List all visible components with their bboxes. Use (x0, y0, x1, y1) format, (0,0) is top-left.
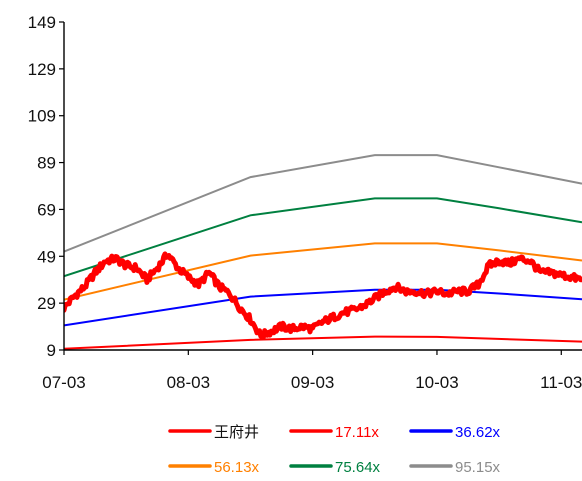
series-group (64, 154, 582, 350)
series-line-band (64, 242, 582, 301)
y-tick-label: 69 (37, 200, 56, 219)
y-tick-label: 49 (37, 247, 56, 266)
plot-area (64, 154, 582, 350)
legend-item: 75.64x (289, 459, 381, 476)
legend: 王府井 17.11x 36.62x 56.13x 75.64x 95.15x (168, 424, 501, 476)
x-tick-label: 07-03 (42, 373, 85, 392)
legend-item: 36.62x (409, 424, 501, 441)
y-tick-label: 109 (28, 107, 56, 126)
series-line-price (64, 251, 582, 340)
series-line-band (64, 197, 582, 278)
y-axis-ticks: 9 29 49 69 89 109 129 149 (28, 13, 64, 360)
legend-label: 75.64x (335, 459, 381, 476)
x-axis-ticks: 07-03 08-03 09-03 10-03 11-03 (42, 350, 582, 392)
legend-label: 17.11x (335, 424, 379, 441)
legend-item: 56.13x (168, 459, 260, 476)
legend-item: 17.11x (289, 424, 379, 441)
y-tick-label: 29 (37, 294, 56, 313)
legend-label: 56.13x (214, 459, 260, 476)
x-tick-label: 11-03 (540, 373, 582, 392)
legend-item: 王府井 (168, 424, 259, 441)
y-tick-label: 89 (37, 154, 56, 173)
series-line-band (64, 154, 582, 253)
x-tick-label: 08-03 (167, 373, 210, 392)
legend-label: 王府井 (214, 424, 259, 441)
x-tick-label: 10-03 (415, 373, 458, 392)
legend-label: 36.62x (455, 424, 501, 441)
legend-item: 95.15x (409, 459, 501, 476)
y-tick-label: 9 (47, 341, 56, 360)
y-tick-label: 149 (28, 13, 56, 32)
series-line-band (64, 335, 582, 350)
y-tick-label: 129 (28, 60, 56, 79)
x-tick-label: 09-03 (291, 373, 334, 392)
legend-label: 95.15x (455, 459, 501, 476)
axes (63, 22, 582, 351)
